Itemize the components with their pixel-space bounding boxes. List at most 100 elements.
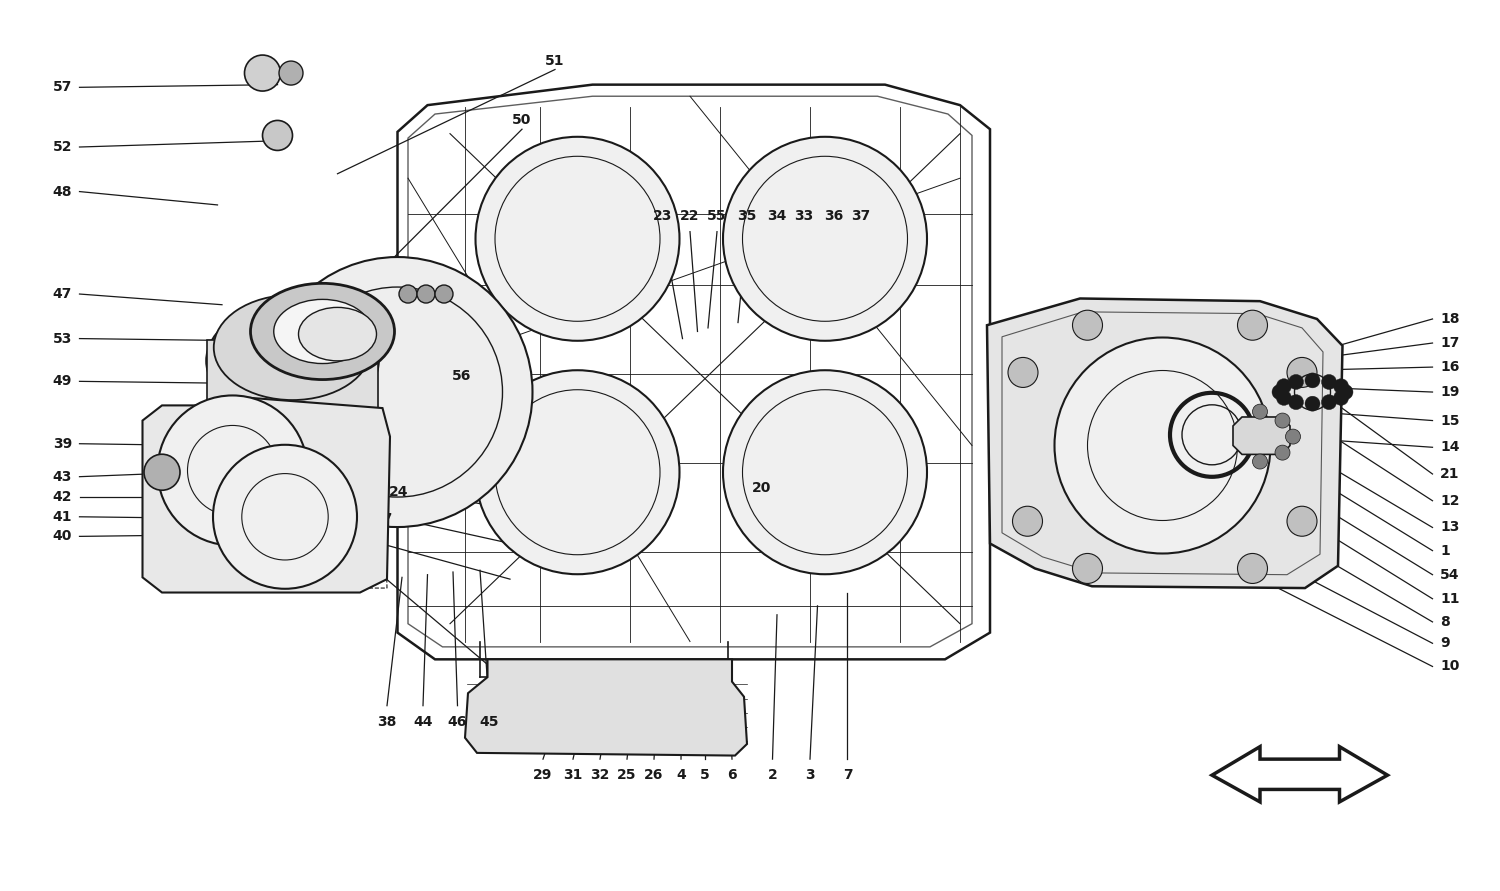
Text: 51: 51	[546, 53, 564, 68]
Circle shape	[1252, 405, 1268, 419]
Text: 54: 54	[1440, 568, 1460, 582]
Text: 30: 30	[363, 538, 382, 552]
Circle shape	[1054, 338, 1270, 553]
Circle shape	[435, 285, 453, 303]
Circle shape	[1322, 395, 1336, 410]
Text: 56: 56	[453, 369, 471, 383]
Text: 21: 21	[1440, 467, 1460, 481]
Circle shape	[1275, 446, 1290, 460]
Polygon shape	[1212, 747, 1388, 802]
Text: 22: 22	[680, 208, 699, 223]
Ellipse shape	[213, 295, 372, 400]
Text: 16: 16	[1440, 360, 1460, 374]
Text: 17: 17	[1440, 336, 1460, 350]
Circle shape	[1276, 379, 1292, 394]
Circle shape	[723, 137, 927, 340]
Ellipse shape	[273, 299, 372, 364]
Circle shape	[1287, 357, 1317, 388]
Circle shape	[1334, 390, 1348, 405]
Ellipse shape	[206, 303, 378, 419]
Circle shape	[1334, 379, 1348, 394]
Circle shape	[1288, 395, 1304, 410]
Text: 45: 45	[480, 715, 498, 729]
Text: 47: 47	[53, 287, 72, 301]
Text: 8: 8	[1440, 615, 1449, 629]
Polygon shape	[207, 340, 378, 447]
Text: 41: 41	[53, 510, 72, 524]
Text: 26: 26	[645, 768, 663, 782]
Circle shape	[279, 61, 303, 85]
Text: 12: 12	[1440, 494, 1460, 508]
Circle shape	[1252, 454, 1268, 469]
Circle shape	[1305, 373, 1320, 388]
Text: 48: 48	[53, 184, 72, 199]
Text: 25: 25	[618, 768, 636, 782]
Text: 39: 39	[53, 437, 72, 451]
Ellipse shape	[298, 307, 376, 361]
Circle shape	[1276, 390, 1292, 405]
Circle shape	[1305, 396, 1320, 411]
Text: 29: 29	[534, 768, 552, 782]
Text: 34: 34	[768, 208, 786, 223]
Text: 28: 28	[352, 565, 372, 579]
Text: 10: 10	[1440, 659, 1460, 674]
Text: 3: 3	[806, 768, 814, 782]
Text: 13: 13	[1440, 520, 1460, 535]
Text: 53: 53	[53, 331, 72, 346]
Polygon shape	[987, 298, 1342, 588]
Circle shape	[476, 371, 680, 574]
Text: 14: 14	[1440, 440, 1460, 454]
Circle shape	[1322, 374, 1336, 389]
Text: 7: 7	[843, 768, 852, 782]
Text: 15: 15	[1440, 413, 1460, 428]
Text: 27: 27	[374, 511, 393, 526]
Text: 5: 5	[700, 768, 709, 782]
Circle shape	[158, 396, 308, 545]
Text: 35: 35	[738, 208, 756, 223]
Text: 20: 20	[753, 481, 771, 495]
Text: 36: 36	[825, 208, 843, 223]
Text: 9: 9	[1440, 636, 1449, 650]
Circle shape	[1238, 553, 1268, 584]
Circle shape	[262, 257, 532, 527]
Text: 44: 44	[413, 715, 432, 729]
Text: 42: 42	[53, 490, 72, 504]
Text: 2: 2	[768, 768, 777, 782]
Ellipse shape	[251, 283, 394, 380]
Circle shape	[1275, 413, 1290, 428]
Text: 57: 57	[53, 80, 72, 94]
Circle shape	[1072, 310, 1102, 340]
Text: 40: 40	[53, 529, 72, 544]
Text: 31: 31	[564, 768, 582, 782]
Text: 46: 46	[448, 715, 466, 729]
Circle shape	[417, 285, 435, 303]
Circle shape	[1238, 310, 1268, 340]
Circle shape	[213, 445, 357, 589]
Text: 37: 37	[852, 208, 870, 223]
Circle shape	[1072, 553, 1102, 584]
Text: 23: 23	[654, 208, 672, 223]
Text: 4: 4	[676, 768, 686, 782]
Polygon shape	[1233, 417, 1290, 454]
Text: 24: 24	[388, 485, 408, 499]
Text: 38: 38	[378, 715, 396, 729]
Circle shape	[1008, 357, 1038, 388]
Circle shape	[1338, 385, 1353, 399]
Circle shape	[1288, 374, 1304, 389]
Text: 43: 43	[53, 470, 72, 484]
Text: 1: 1	[1440, 544, 1449, 558]
Circle shape	[262, 120, 292, 151]
Circle shape	[723, 371, 927, 574]
Circle shape	[1286, 429, 1300, 444]
Circle shape	[244, 55, 280, 91]
Text: 52: 52	[53, 140, 72, 154]
Text: 19: 19	[1440, 385, 1460, 399]
Circle shape	[399, 285, 417, 303]
Text: 49: 49	[53, 374, 72, 388]
Text: 32: 32	[591, 768, 609, 782]
Circle shape	[1272, 385, 1287, 399]
Text: 55: 55	[708, 208, 726, 223]
Circle shape	[1287, 506, 1317, 536]
Polygon shape	[142, 396, 390, 593]
Text: 33: 33	[795, 208, 813, 223]
